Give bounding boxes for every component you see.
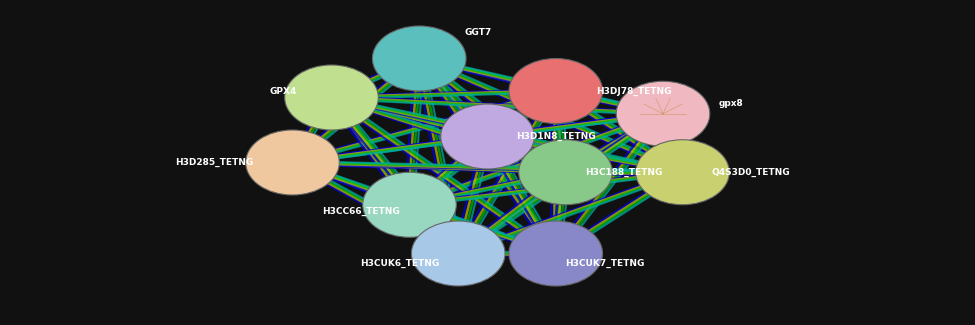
Text: H3CUK6_TETNG: H3CUK6_TETNG	[360, 259, 440, 268]
Text: H3D285_TETNG: H3D285_TETNG	[176, 158, 254, 167]
Ellipse shape	[509, 58, 603, 124]
Ellipse shape	[246, 130, 339, 195]
Ellipse shape	[372, 26, 466, 91]
Text: GPX4: GPX4	[269, 86, 296, 96]
Text: gpx8: gpx8	[719, 99, 744, 109]
Text: H3C188_TETNG: H3C188_TETNG	[585, 168, 663, 177]
Ellipse shape	[285, 65, 378, 130]
Text: H3CC66_TETNG: H3CC66_TETNG	[322, 207, 400, 216]
Text: H3DJ78_TETNG: H3DJ78_TETNG	[596, 86, 672, 96]
Ellipse shape	[411, 221, 505, 286]
Ellipse shape	[363, 172, 456, 237]
Ellipse shape	[616, 81, 710, 146]
Ellipse shape	[509, 221, 603, 286]
Text: Q4S3D0_TETNG: Q4S3D0_TETNG	[712, 168, 790, 177]
Ellipse shape	[519, 140, 612, 205]
Ellipse shape	[441, 104, 534, 169]
Text: GGT7: GGT7	[464, 28, 491, 37]
Text: H3D1N8_TETNG: H3D1N8_TETNG	[516, 132, 596, 141]
Ellipse shape	[636, 140, 729, 205]
Text: H3CUK7_TETNG: H3CUK7_TETNG	[565, 259, 644, 268]
